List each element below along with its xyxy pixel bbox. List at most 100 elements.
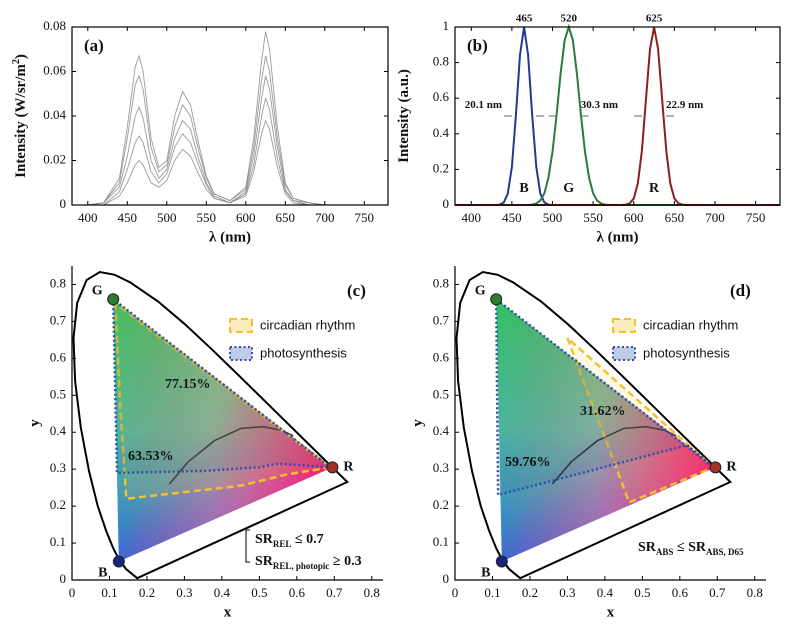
primary-point	[709, 461, 722, 474]
spectrum-line	[72, 31, 388, 206]
primary-label: G	[92, 283, 103, 298]
y-tick-label: 0.8	[433, 54, 449, 69]
gamut	[113, 299, 333, 562]
x-tick-label: 0	[452, 585, 459, 600]
primary-point	[112, 555, 125, 568]
x-axis-label: λ (nm)	[597, 229, 639, 245]
legend-swatch	[612, 346, 636, 361]
channel-label: G	[563, 181, 574, 196]
y-tick-label: 0.5	[433, 386, 449, 401]
x-axis-label: λ (nm)	[209, 229, 251, 245]
spectrum-line	[455, 26, 780, 206]
x-tick-label: 700	[315, 210, 335, 225]
primary-label: R	[726, 460, 737, 475]
y-tick-label: 0.2	[433, 497, 449, 512]
text-part: ≤ 0.7	[291, 532, 323, 547]
subscript: REL, photopic	[273, 561, 330, 571]
y-tick-label: 0.8	[433, 275, 449, 290]
region	[113, 300, 334, 501]
x-tick-label: 0.7	[709, 585, 726, 600]
x-axis-label: x	[224, 604, 232, 620]
y-tick-label: 0.3	[433, 460, 449, 475]
y-tick-label: 0.6	[50, 349, 67, 364]
bracket	[245, 529, 250, 563]
fwhm-label: 20.1 nm	[465, 99, 502, 111]
x-tick-label: 0.3	[176, 585, 192, 600]
panel-label: (a)	[84, 36, 104, 55]
y-tick-label: 0	[443, 571, 450, 586]
legend-label: photosynthesis	[260, 345, 347, 360]
region	[494, 296, 715, 497]
primary-label: B	[98, 566, 107, 581]
x-axis-label: x	[607, 604, 615, 620]
text-part: y	[27, 419, 43, 427]
subscript: ABS, D65	[706, 547, 744, 557]
x-tick-label: 400	[78, 210, 98, 225]
annotation: SRREL ≤ 0.7	[255, 532, 324, 549]
x-tick-label: 0.6	[289, 585, 306, 600]
area-label: 59.76%	[505, 455, 551, 470]
spectrum-line	[72, 55, 388, 206]
spectrum-line	[455, 23, 780, 206]
x-tick-label: 500	[157, 210, 177, 225]
text-part: SR	[255, 532, 274, 547]
panel-label: (c)	[347, 281, 366, 300]
x-tick-label: 550	[583, 210, 603, 225]
y-tick-label: 0.2	[433, 160, 449, 175]
y-tick-label: 0.4	[433, 125, 450, 140]
fwhm-label: 30.3 nm	[581, 99, 618, 111]
legend-label: circadian rhythm	[260, 317, 355, 332]
text-part: )	[13, 54, 29, 59]
primary-point	[490, 293, 503, 306]
y-tick-label: 0.06	[43, 62, 66, 77]
y-tick-label: 0.1	[433, 534, 449, 549]
subscript: ABS	[656, 547, 674, 557]
x-tick-label: 0.7	[326, 585, 343, 600]
primary-label: G	[475, 283, 486, 298]
x-tick-label: 550	[197, 210, 217, 225]
y-tick-label: 0.4	[433, 423, 450, 438]
y-tick-label: 0.02	[43, 151, 66, 166]
y-tick-label: 0	[60, 571, 67, 586]
spectrum-line	[72, 119, 388, 206]
x-tick-label: 0.1	[101, 585, 117, 600]
text-part: Intensity (a.u.)	[396, 69, 412, 163]
channel-label: R	[649, 181, 660, 196]
x-tick-label: 0	[69, 585, 76, 600]
primary-point	[107, 293, 120, 306]
text-part: y	[410, 419, 426, 427]
subscript: REL	[273, 539, 292, 549]
x-tick-label: 500	[543, 210, 563, 225]
y-tick-label: 0	[60, 196, 67, 211]
x-tick-label: 0.1	[484, 585, 500, 600]
primary-point	[495, 555, 508, 568]
x-tick-label: 0.5	[634, 585, 650, 600]
x-tick-label: 750	[746, 210, 766, 225]
x-tick-label: 600	[624, 210, 644, 225]
spectral-locus	[455, 270, 733, 580]
peak-label: 625	[646, 13, 663, 25]
text-part: SR	[638, 540, 657, 555]
peak-label: 520	[561, 13, 578, 25]
legend-label: photosynthesis	[643, 345, 730, 360]
x-tick-label: 0.2	[522, 585, 538, 600]
legend-swatch	[229, 346, 253, 361]
text-part: ≥ 0.3	[329, 554, 361, 569]
x-tick-label: 0.6	[672, 585, 689, 600]
superscript: 2	[11, 59, 22, 64]
spectral-locus	[72, 270, 350, 580]
peak-label: 465	[516, 13, 533, 25]
text-part: Intensity (W/sr/m	[13, 64, 29, 178]
legend-swatch	[612, 318, 636, 333]
panel-label: (b)	[467, 36, 488, 55]
legend-label: circadian rhythm	[643, 317, 738, 332]
y-tick-label: 0.6	[433, 89, 450, 104]
text-part: ≤ SR	[673, 540, 706, 555]
fwhm-label: 22.9 nm	[666, 99, 703, 111]
x-tick-label: 0.4	[597, 585, 614, 600]
y-tick-label: 0.6	[433, 349, 450, 364]
area-label: 77.15%	[165, 377, 211, 392]
y-tick-label: 0	[443, 196, 450, 211]
y-axis-label: y	[410, 419, 426, 427]
y-tick-label: 0.8	[50, 275, 66, 290]
